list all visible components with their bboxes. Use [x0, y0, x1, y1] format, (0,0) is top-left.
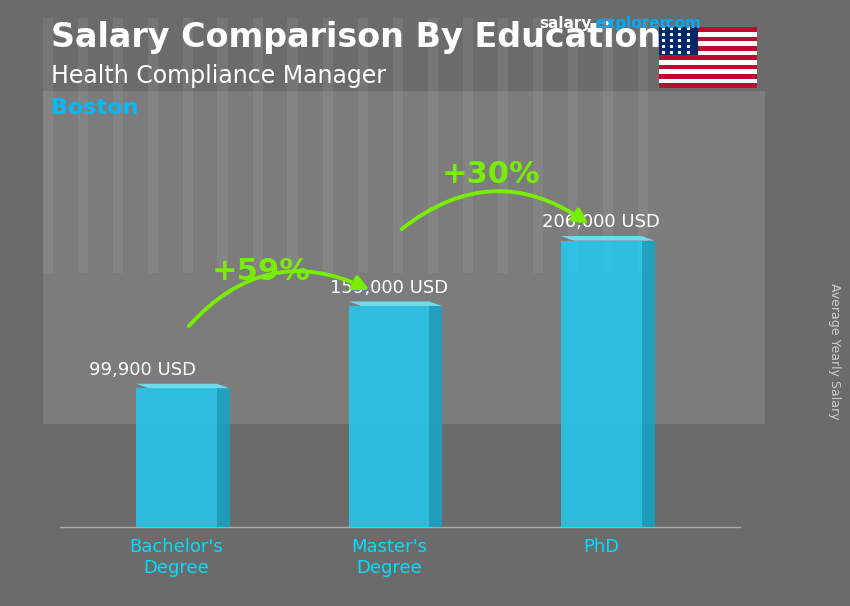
Bar [348, 306, 429, 527]
Bar [659, 55, 756, 60]
Bar [659, 41, 756, 46]
Text: Health Compliance Manager: Health Compliance Manager [51, 64, 386, 88]
Bar [183, 18, 193, 273]
Text: explorer: explorer [596, 16, 668, 32]
Polygon shape [348, 301, 442, 306]
Bar [136, 388, 217, 527]
Bar [659, 74, 756, 79]
Bar [659, 50, 756, 55]
Bar [252, 18, 263, 273]
Text: .com: .com [660, 16, 701, 32]
Bar [112, 18, 122, 273]
Text: Salary Comparison By Education: Salary Comparison By Education [51, 21, 661, 54]
Text: Boston: Boston [51, 98, 139, 118]
Polygon shape [136, 384, 230, 388]
Bar [659, 69, 756, 74]
Polygon shape [217, 388, 230, 527]
Bar [659, 65, 756, 69]
Bar [497, 18, 507, 273]
Polygon shape [429, 306, 442, 527]
Polygon shape [642, 241, 654, 527]
Bar [42, 91, 765, 424]
Bar [659, 79, 756, 83]
Bar [77, 18, 88, 273]
Bar [659, 83, 756, 88]
Bar [638, 18, 648, 273]
FancyArrowPatch shape [189, 271, 366, 326]
Text: salary: salary [540, 16, 592, 32]
Bar [659, 27, 698, 55]
Bar [42, 18, 53, 273]
Text: +30%: +30% [441, 160, 541, 189]
Text: 159,000 USD: 159,000 USD [330, 279, 448, 296]
Bar [659, 32, 756, 36]
Bar [561, 241, 642, 527]
Bar [393, 18, 403, 273]
Text: 99,900 USD: 99,900 USD [89, 361, 196, 379]
Bar [659, 36, 756, 41]
Bar [659, 60, 756, 65]
FancyArrowPatch shape [402, 191, 585, 229]
Bar [148, 18, 158, 273]
Bar [659, 27, 756, 32]
Text: Average Yearly Salary: Average Yearly Salary [828, 283, 842, 420]
Bar [287, 18, 298, 273]
Polygon shape [561, 236, 654, 241]
Bar [218, 18, 228, 273]
Bar [568, 18, 578, 273]
Bar [532, 18, 542, 273]
Bar [462, 18, 473, 273]
Bar [428, 18, 438, 273]
Bar [358, 18, 368, 273]
Bar [322, 18, 332, 273]
Text: 206,000 USD: 206,000 USD [542, 213, 660, 231]
Bar [603, 18, 613, 273]
Text: +59%: +59% [212, 257, 311, 286]
Bar [659, 46, 756, 50]
